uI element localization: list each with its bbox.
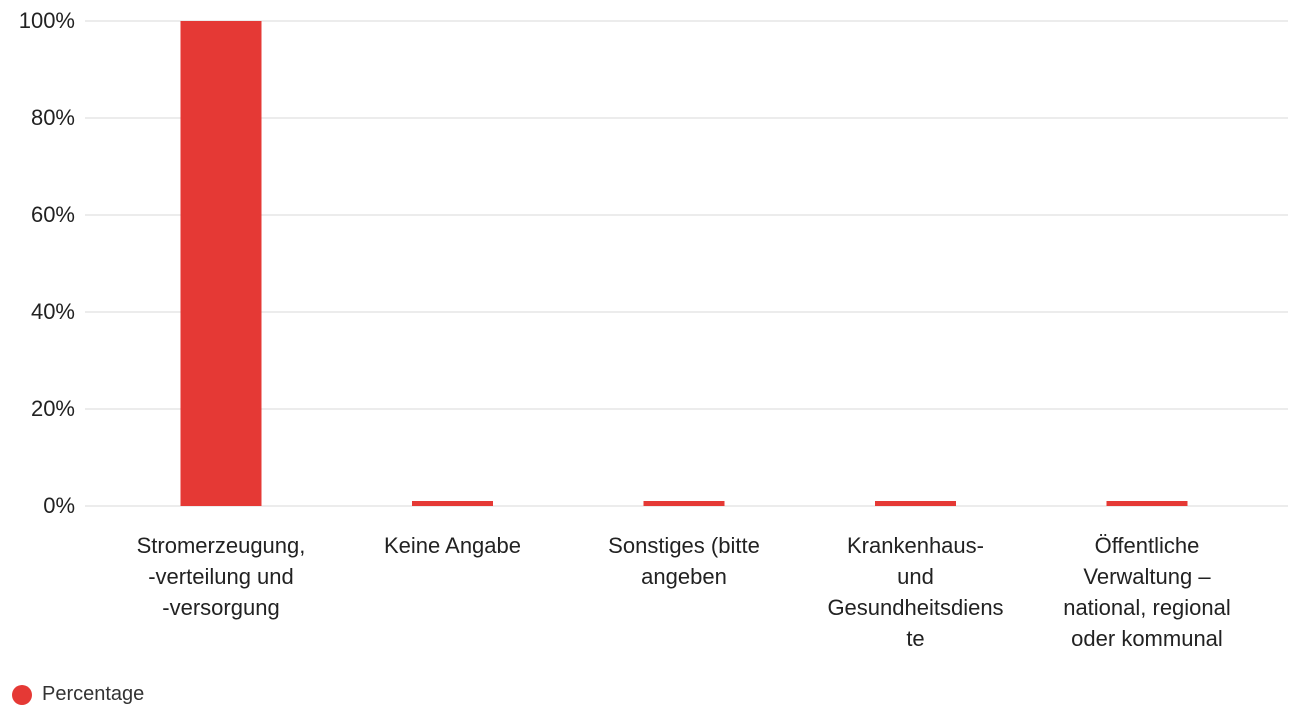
y-tick-label: 0% xyxy=(43,493,75,518)
bar xyxy=(643,501,725,506)
bar xyxy=(875,501,956,506)
bar xyxy=(1106,501,1188,506)
x-tick-label: oder kommunal xyxy=(1071,626,1223,651)
x-tick-label: Öffentliche xyxy=(1095,533,1200,558)
x-tick-label: national, regional xyxy=(1063,595,1231,620)
x-tick-label: Krankenhaus- xyxy=(847,533,984,558)
x-tick-label: Stromerzeugung, xyxy=(137,533,306,558)
bar xyxy=(412,501,493,506)
x-tick-label: angeben xyxy=(641,564,727,589)
legend-swatch xyxy=(12,684,32,705)
x-tick-label: te xyxy=(906,626,924,651)
legend: Percentage xyxy=(12,683,144,706)
bar xyxy=(180,21,262,506)
x-tick-label: Keine Angabe xyxy=(384,533,521,558)
y-tick-label: 80% xyxy=(31,105,75,130)
x-tick-label: und xyxy=(897,564,934,589)
y-tick-label: 60% xyxy=(31,202,75,227)
y-tick-label: 40% xyxy=(31,299,75,324)
legend-label: Percentage xyxy=(42,683,145,705)
y-tick-label: 20% xyxy=(31,396,75,421)
y-tick-label: 100% xyxy=(19,8,75,33)
x-tick-label: Verwaltung – xyxy=(1083,564,1211,589)
x-tick-label: Sonstiges (bitte xyxy=(608,533,760,558)
x-tick-label: -verteilung und xyxy=(148,564,294,589)
x-tick-label: Gesundheitsdiens xyxy=(827,595,1003,620)
x-tick-label: -versorgung xyxy=(162,595,279,620)
